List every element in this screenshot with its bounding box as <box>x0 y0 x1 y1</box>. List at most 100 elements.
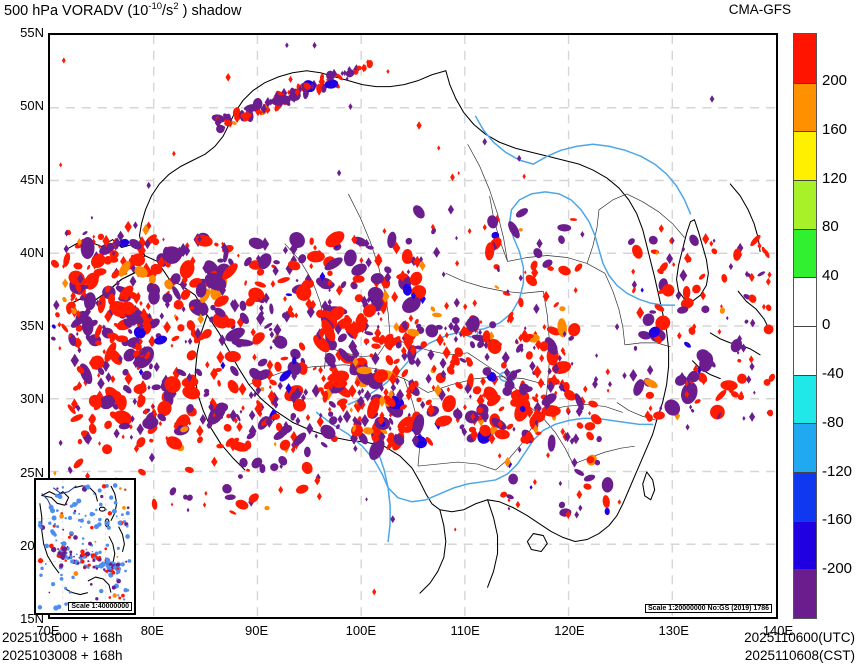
vorticity-cell <box>768 373 776 382</box>
vorticity-cell <box>300 393 306 402</box>
vorticity-cell <box>318 76 326 87</box>
title-exponent-2: 2 <box>173 1 179 12</box>
vorticity-cell <box>399 404 407 410</box>
vorticity-cell <box>559 306 566 312</box>
vorticity-cell <box>128 329 133 334</box>
vorticity-cell <box>737 358 742 363</box>
vorticity-cell <box>252 353 257 361</box>
inset-vorticity-cell <box>65 503 68 506</box>
vorticity-cell <box>183 245 191 257</box>
vorticity-cell <box>229 440 237 452</box>
vorticity-cell <box>278 485 284 494</box>
vorticity-cell <box>372 588 377 596</box>
vorticity-cell <box>453 409 463 420</box>
vorticity-cell <box>382 227 387 235</box>
vorticity-cell <box>179 278 188 291</box>
vorticity-cell <box>67 404 76 415</box>
inset-vorticity-cell <box>118 596 122 600</box>
vorticity-cell <box>119 285 134 300</box>
vorticity-cell <box>385 355 394 366</box>
vorticity-cell <box>294 88 300 97</box>
inset-vorticity-cell <box>99 588 104 594</box>
vorticity-cell <box>360 414 370 428</box>
page-title: 500 hPa VORADV (10-10/s2 ) shadow <box>4 1 241 19</box>
vorticity-cell <box>200 288 211 303</box>
vorticity-cell <box>186 494 193 501</box>
inset-map-south-china-sea[interactable]: Scale 1:40000000 <box>34 478 136 615</box>
vorticity-cell <box>536 238 543 249</box>
vorticity-cell <box>273 260 280 265</box>
vorticity-cell <box>180 426 189 433</box>
vorticity-cell <box>270 97 285 106</box>
vorticity-cell <box>304 446 311 458</box>
vorticity-cell <box>105 372 112 383</box>
vorticity-cell <box>303 388 309 396</box>
vorticity-cell <box>163 246 182 264</box>
vorticity-cell <box>300 279 310 293</box>
inset-vorticity-cell <box>53 523 57 526</box>
inset-vorticity-cell <box>56 487 59 490</box>
colorbar-band-9 <box>794 471 816 521</box>
vorticity-cell <box>241 405 245 411</box>
inset-vorticity-cell <box>76 498 82 504</box>
vorticity-cell <box>356 65 362 71</box>
vorticity-cell <box>260 237 270 251</box>
inset-vorticity-cell <box>126 588 130 592</box>
vorticity-cell <box>482 330 491 343</box>
vorticity-cell <box>506 494 514 500</box>
vorticity-cell <box>638 330 652 340</box>
inset-vorticity-cell <box>61 541 67 547</box>
vorticity-cell <box>107 399 116 406</box>
vorticity-cell <box>336 169 342 177</box>
vorticity-cell <box>757 271 766 277</box>
vorticity-cell <box>320 424 336 440</box>
vorticity-cell <box>289 231 305 249</box>
vorticity-cell <box>199 414 207 425</box>
vorticity-cell <box>450 173 455 182</box>
vorticity-cell <box>478 329 482 336</box>
map-scale-label: Scale 1:20000000 No:GS (2019) 1786 <box>644 604 772 613</box>
colorbar[interactable] <box>793 33 817 619</box>
vorticity-cell <box>427 349 435 361</box>
vorticity-cell <box>197 235 202 243</box>
vorticity-cell <box>487 215 498 229</box>
inset-vorticity-cell <box>51 515 57 521</box>
vorticity-cell <box>387 231 397 249</box>
vorticity-cell <box>354 294 364 303</box>
vorticity-cell <box>280 356 289 361</box>
vorticity-cell <box>338 348 351 362</box>
vorticity-cell <box>279 369 292 382</box>
vorticity-cell <box>380 303 387 315</box>
vorticity-cell <box>172 286 181 301</box>
vorticity-cell <box>290 412 297 419</box>
vorticity-cell <box>481 411 489 421</box>
vorticity-cell <box>712 238 716 244</box>
vorticity-cell <box>614 323 620 331</box>
vorticity-cell <box>365 497 368 502</box>
vorticity-cell <box>655 315 671 331</box>
vorticity-cell <box>230 121 237 125</box>
vorticity-cell <box>685 423 690 431</box>
vorticity-cell <box>748 294 757 303</box>
vorticity-cell <box>220 361 226 370</box>
inset-vorticity-cell <box>73 509 77 513</box>
vorticity-cell <box>51 336 56 341</box>
vorticity-cell <box>316 416 324 428</box>
vorticity-cell <box>288 75 293 83</box>
colorbar-tick--160: -160 <box>822 511 853 529</box>
vorticity-cell <box>305 422 314 435</box>
vorticity-cell <box>288 260 301 271</box>
vorticity-cell <box>568 323 581 337</box>
vorticity-cell <box>143 324 148 332</box>
vorticity-cell <box>366 245 374 250</box>
inset-vorticity-cell <box>80 526 82 528</box>
vorticity-cell <box>172 150 176 157</box>
vorticity-cell <box>659 405 663 411</box>
vorticity-cell <box>506 373 514 385</box>
vorticity-cell <box>463 404 467 411</box>
map-plot-area[interactable]: Scale 1:20000000 No:GS (2019) 1786 <box>48 33 778 619</box>
vorticity-cell <box>325 231 345 248</box>
vorticity-cell <box>508 221 520 239</box>
vorticity-cell <box>76 404 81 412</box>
inset-vorticity-cell <box>94 540 97 543</box>
